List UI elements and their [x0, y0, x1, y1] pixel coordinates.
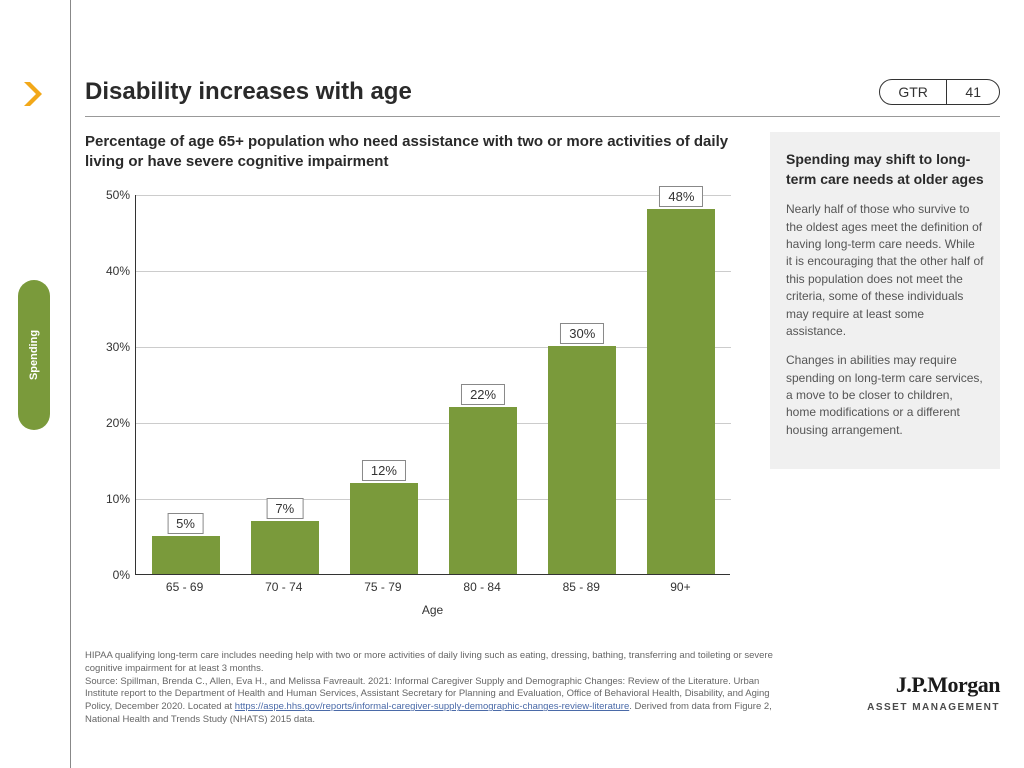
bar-value-label: 12%	[362, 460, 406, 481]
grid-line	[136, 423, 731, 424]
main-content: Disability increases with age GTR 41 Per…	[85, 0, 1000, 768]
plot-area: 5% 7% 12% 22% 30% 48%	[135, 195, 730, 575]
sidebar-body-1: Nearly half of those who survive to the …	[786, 201, 984, 340]
grid-line	[136, 499, 731, 500]
bar: 48%	[647, 209, 715, 574]
bar-value-label: 7%	[266, 498, 303, 519]
header-divider	[85, 116, 1000, 117]
header-row: Disability increases with age GTR 41	[85, 78, 1000, 106]
x-tick-label: 70 - 74	[249, 580, 319, 594]
brand-logo: J.P.Morgan ASSET MANAGEMENT	[867, 672, 1000, 713]
footnote-line1: HIPAA qualifying long-term care includes…	[85, 650, 773, 674]
bar: 5%	[152, 536, 220, 574]
bar: 7%	[251, 521, 319, 574]
spending-tab[interactable]: Spending	[18, 280, 50, 430]
bar-chart: 5% 7% 12% 22% 30% 48% Age 0% 10% 20% 30% 40% 50% 65…	[85, 185, 745, 625]
footnote-link[interactable]: https://aspe.hhs.gov/reports/informal-ca…	[235, 701, 629, 712]
grid-line	[136, 271, 731, 272]
grid-line	[136, 347, 731, 348]
chevron-right-icon	[18, 80, 46, 113]
badge-right: 41	[947, 80, 999, 104]
x-tick-label: 85 - 89	[546, 580, 616, 594]
sidebar-body-2: Changes in abilities may require spendin…	[786, 352, 984, 439]
page-badge: GTR 41	[879, 79, 1000, 105]
x-tick-label: 80 - 84	[447, 580, 517, 594]
y-tick-label: 10%	[85, 492, 130, 506]
chart-subtitle: Percentage of age 65+ population who nee…	[85, 132, 735, 173]
bar-value-label: 30%	[560, 323, 604, 344]
x-tick-label: 90+	[645, 580, 715, 594]
footnote: HIPAA qualifying long-term care includes…	[85, 650, 785, 727]
logo-sub: ASSET MANAGEMENT	[867, 702, 1000, 713]
bar: 22%	[449, 407, 517, 574]
bar-value-label: 48%	[659, 186, 703, 207]
left-strip: Spending	[0, 0, 70, 768]
y-tick-label: 50%	[85, 188, 130, 202]
y-tick-label: 40%	[85, 264, 130, 278]
sidebar-callout: Spending may shift to long-term care nee…	[770, 132, 1000, 469]
x-tick-label: 65 - 69	[150, 580, 220, 594]
y-tick-label: 30%	[85, 340, 130, 354]
bar-value-label: 5%	[167, 513, 204, 534]
sidebar-heading: Spending may shift to long-term care nee…	[786, 150, 984, 189]
spending-tab-label: Spending	[28, 330, 40, 380]
x-axis-title: Age	[135, 603, 730, 617]
x-tick-label: 75 - 79	[348, 580, 418, 594]
page-title: Disability increases with age	[85, 78, 412, 106]
bar: 12%	[350, 483, 418, 574]
y-tick-label: 0%	[85, 568, 130, 582]
y-tick-label: 20%	[85, 416, 130, 430]
bar-value-label: 22%	[461, 384, 505, 405]
vertical-divider	[70, 0, 71, 768]
bar: 30%	[548, 346, 616, 574]
logo-main: J.P.Morgan	[867, 672, 1000, 698]
grid-line	[136, 195, 731, 196]
badge-left: GTR	[880, 80, 946, 104]
